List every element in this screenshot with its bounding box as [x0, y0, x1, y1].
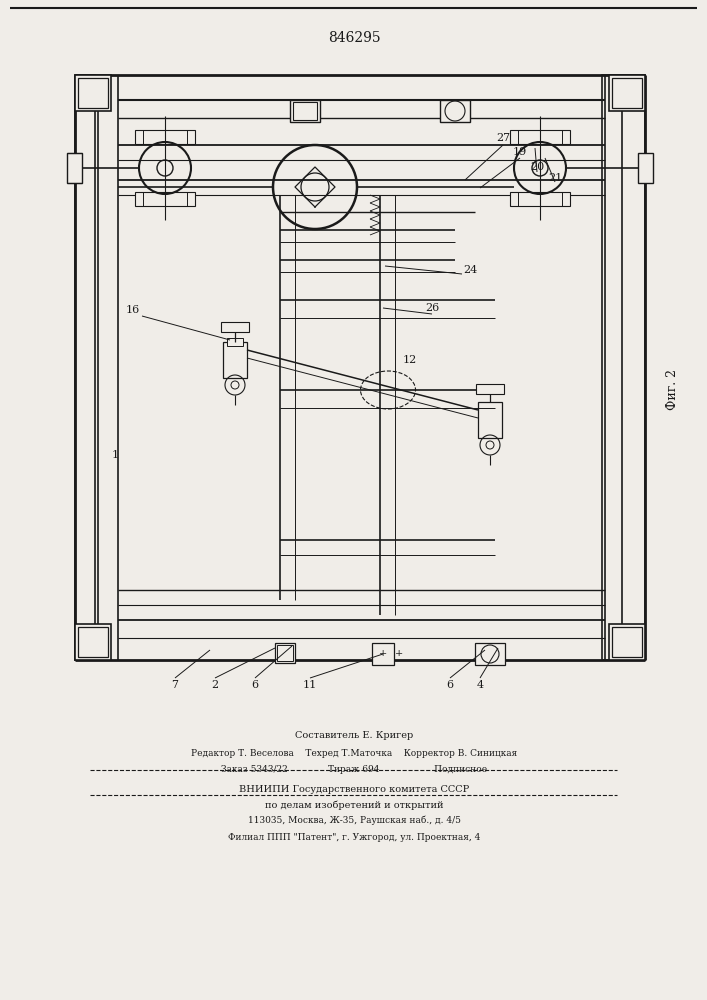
Text: 1: 1 — [112, 450, 119, 460]
Text: 16: 16 — [126, 305, 140, 315]
Text: 24: 24 — [463, 265, 477, 275]
Text: 4: 4 — [477, 680, 484, 690]
Bar — [612, 627, 642, 657]
Bar — [78, 78, 108, 108]
Bar — [638, 153, 653, 183]
Bar — [290, 100, 320, 122]
Bar — [602, 75, 645, 660]
Text: +: + — [395, 650, 403, 658]
Bar — [440, 100, 470, 122]
Bar — [478, 402, 502, 438]
Bar — [143, 192, 187, 206]
Text: Составитель Е. Кригер: Составитель Е. Кригер — [295, 730, 413, 740]
Bar — [518, 130, 562, 144]
Bar — [293, 102, 317, 120]
Text: Фиг. 2: Фиг. 2 — [667, 369, 679, 410]
Text: 6: 6 — [252, 680, 259, 690]
Text: +: + — [379, 650, 387, 658]
Bar — [518, 192, 562, 206]
Text: 113035, Москва, Ж-35, Раушская наб., д. 4/5: 113035, Москва, Ж-35, Раушская наб., д. … — [247, 815, 460, 825]
Bar — [135, 192, 195, 206]
Bar — [609, 624, 645, 660]
Bar — [510, 192, 570, 206]
Text: Заказ 5343/22              Тираж 694                   Подписное: Заказ 5343/22 Тираж 694 Подписное — [221, 766, 487, 774]
Bar — [475, 643, 505, 665]
Text: 7: 7 — [172, 680, 178, 690]
Bar — [609, 75, 645, 111]
Text: Филиал ППП "Патент", г. Ужгород, ул. Проектная, 4: Филиал ППП "Патент", г. Ужгород, ул. Про… — [228, 834, 480, 842]
Text: 846295: 846295 — [327, 31, 380, 45]
Text: 12: 12 — [403, 355, 417, 365]
Bar — [612, 78, 642, 108]
Text: 21: 21 — [548, 173, 562, 183]
Bar — [227, 338, 243, 346]
Bar — [75, 75, 95, 660]
Bar — [75, 75, 111, 111]
Bar — [372, 643, 394, 665]
Text: 26: 26 — [425, 303, 439, 313]
Bar — [221, 322, 249, 332]
Bar — [135, 130, 195, 144]
Bar — [223, 342, 247, 378]
Text: 27: 27 — [496, 133, 510, 143]
Text: 19: 19 — [513, 147, 527, 157]
Bar — [275, 643, 295, 663]
Text: Редактор Т. Веселова    Техред Т.Маточка    Корректор В. Синицкая: Редактор Т. Веселова Техред Т.Маточка Ко… — [191, 748, 517, 758]
Text: ВНИИПИ Государственного комитета СССР: ВНИИПИ Государственного комитета СССР — [239, 786, 469, 794]
Text: 11: 11 — [303, 680, 317, 690]
Bar — [67, 153, 82, 183]
Text: по делам изобретений и открытий: по делам изобретений и открытий — [264, 800, 443, 810]
Text: 2: 2 — [211, 680, 218, 690]
Bar — [476, 384, 504, 394]
Bar — [78, 627, 108, 657]
Bar — [143, 130, 187, 144]
Bar — [510, 130, 570, 144]
Text: 6: 6 — [446, 680, 454, 690]
Bar — [75, 624, 111, 660]
Text: 20: 20 — [530, 162, 544, 172]
Bar — [277, 645, 293, 661]
